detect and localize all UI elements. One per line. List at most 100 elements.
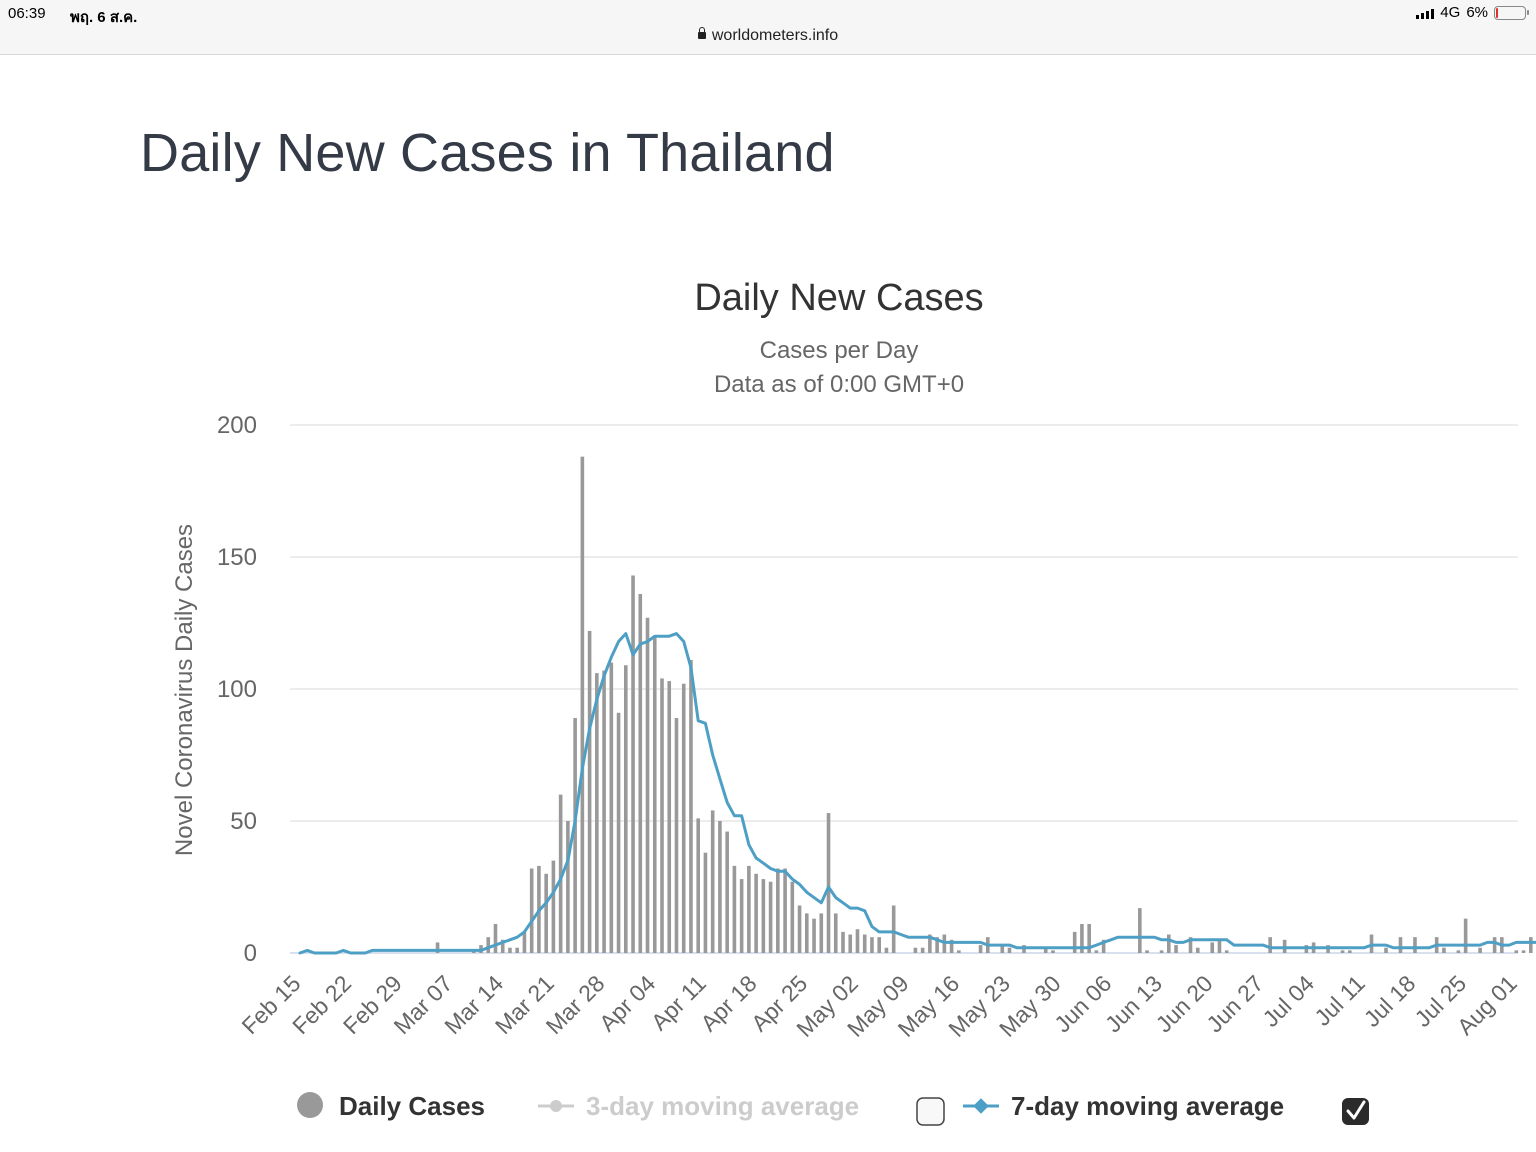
bar[interactable] — [957, 950, 961, 953]
bar[interactable] — [855, 929, 860, 953]
bar[interactable] — [1492, 937, 1497, 953]
bar[interactable] — [891, 905, 896, 953]
bar[interactable] — [551, 860, 556, 953]
bar[interactable] — [522, 931, 527, 953]
bar[interactable] — [566, 821, 570, 953]
bar[interactable] — [1217, 939, 1222, 953]
bar[interactable] — [703, 852, 708, 953]
bar[interactable] — [1072, 931, 1077, 953]
legend-7day-checkbox[interactable] — [1342, 1098, 1369, 1125]
bar[interactable] — [819, 913, 824, 953]
legend-3day-checkbox[interactable] — [916, 1097, 945, 1126]
bar[interactable] — [500, 939, 505, 953]
bar[interactable] — [674, 718, 679, 953]
bar[interactable] — [776, 868, 780, 953]
bar[interactable] — [1159, 950, 1164, 953]
bar[interactable] — [1195, 947, 1200, 953]
bar[interactable] — [1348, 950, 1352, 953]
bar[interactable] — [1529, 937, 1533, 953]
bar[interactable] — [1094, 950, 1099, 953]
bar[interactable] — [631, 575, 635, 953]
bar[interactable] — [602, 670, 606, 953]
bar[interactable] — [1521, 950, 1526, 953]
bar[interactable] — [1514, 950, 1519, 953]
bar[interactable] — [848, 934, 853, 953]
bar[interactable] — [529, 868, 534, 953]
bar[interactable] — [645, 617, 650, 953]
bar[interactable] — [1442, 947, 1446, 953]
bar[interactable] — [747, 865, 751, 953]
bar[interactable] — [660, 678, 664, 953]
bar[interactable] — [884, 947, 889, 953]
bar[interactable] — [783, 868, 787, 953]
bar[interactable] — [580, 456, 585, 953]
bar[interactable] — [812, 918, 816, 953]
bar[interactable] — [978, 945, 983, 953]
bar[interactable] — [573, 718, 577, 953]
bar[interactable] — [1138, 908, 1142, 953]
bar[interactable] — [710, 810, 715, 953]
address-bar[interactable]: worldometers.info — [0, 27, 1536, 45]
bar[interactable] — [667, 681, 672, 953]
bar[interactable] — [1000, 945, 1005, 953]
bar[interactable] — [515, 947, 519, 953]
moving-average-path[interactable] — [298, 632, 1536, 955]
bar[interactable] — [1051, 950, 1055, 953]
bar[interactable] — [1101, 939, 1106, 953]
bar[interactable] — [638, 593, 643, 953]
bar[interactable] — [949, 939, 954, 953]
bar[interactable] — [624, 665, 628, 953]
bar[interactable] — [616, 712, 621, 953]
bar[interactable] — [805, 913, 809, 953]
bar[interactable] — [1174, 945, 1178, 953]
bar[interactable] — [558, 794, 563, 953]
bar[interactable] — [1167, 934, 1171, 953]
legend-item-3day-average[interactable]: 3-day moving average — [538, 1091, 859, 1121]
bar[interactable] — [1145, 950, 1149, 953]
bar[interactable] — [1268, 937, 1272, 953]
bar[interactable] — [493, 923, 498, 953]
bar[interactable] — [609, 662, 614, 953]
bar[interactable] — [1188, 937, 1193, 953]
bar[interactable] — [1478, 947, 1482, 953]
bar[interactable] — [1463, 918, 1468, 953]
bar[interactable] — [508, 947, 512, 953]
bar[interactable] — [862, 934, 867, 953]
bar[interactable] — [595, 673, 599, 953]
bar[interactable] — [1080, 923, 1084, 953]
legend-item-daily-cases[interactable]: Daily Cases — [297, 1091, 485, 1121]
bar[interactable] — [435, 942, 440, 953]
bar[interactable] — [696, 818, 700, 953]
bar[interactable] — [833, 913, 838, 953]
bar[interactable] — [1384, 947, 1388, 953]
bar[interactable] — [841, 931, 845, 953]
bar[interactable] — [754, 873, 758, 953]
bar[interactable] — [1210, 942, 1215, 953]
bar[interactable] — [913, 947, 918, 953]
bar[interactable] — [1224, 950, 1229, 953]
bar[interactable] — [1007, 947, 1012, 953]
bar[interactable] — [652, 636, 657, 953]
bar[interactable] — [1043, 947, 1048, 953]
bar[interactable] — [1087, 923, 1091, 953]
bar[interactable] — [920, 947, 925, 953]
bar[interactable] — [790, 881, 795, 953]
bar[interactable] — [681, 683, 686, 953]
bar[interactable] — [928, 934, 932, 953]
bar[interactable] — [1398, 937, 1403, 953]
bar[interactable] — [725, 831, 729, 953]
bar[interactable] — [544, 873, 548, 953]
bar[interactable] — [689, 659, 693, 953]
bar[interactable] — [935, 937, 939, 953]
bar[interactable] — [761, 879, 766, 953]
bar[interactable] — [732, 865, 737, 953]
bar[interactable] — [870, 937, 874, 953]
bar[interactable] — [486, 937, 491, 953]
bar[interactable] — [1456, 950, 1461, 953]
bar[interactable] — [718, 821, 722, 953]
bar[interactable] — [739, 879, 744, 953]
bar[interactable] — [768, 881, 773, 953]
bar[interactable] — [1413, 937, 1417, 953]
bar[interactable] — [826, 813, 831, 953]
bar[interactable] — [587, 630, 592, 953]
